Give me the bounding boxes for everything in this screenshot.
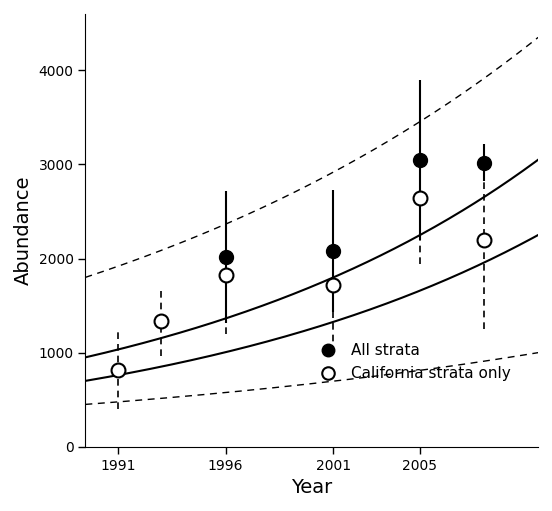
- Legend: All strata, California strata only: All strata, California strata only: [307, 337, 517, 387]
- Y-axis label: Abundance: Abundance: [14, 176, 33, 285]
- X-axis label: Year: Year: [291, 478, 332, 497]
